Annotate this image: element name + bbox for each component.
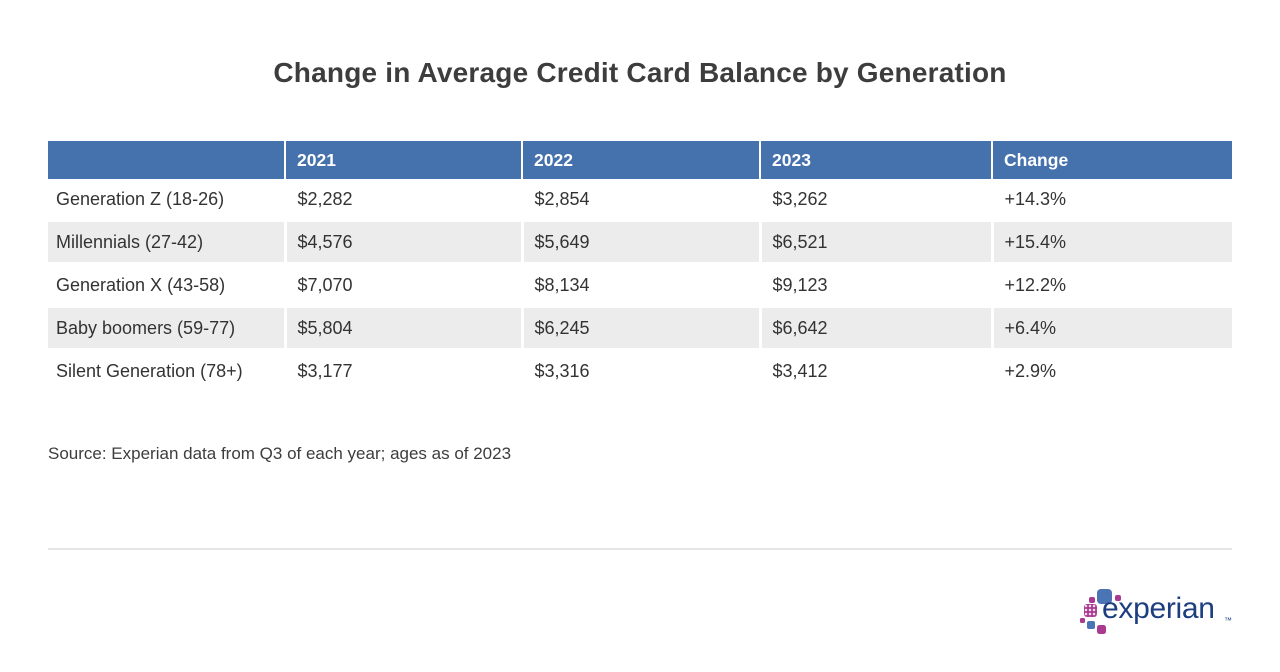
experian-logo-text: experian (1102, 592, 1215, 625)
row-label: Generation X (43-58) (48, 263, 285, 307)
table-row: Generation X (43-58) $7,070 $8,134 $9,12… (48, 263, 1232, 307)
row-label: Silent Generation (78+) (48, 349, 285, 391)
cell-2022: $3,316 (520, 349, 760, 391)
divider-line (48, 548, 1232, 550)
cell-change: +15.4% (990, 219, 1232, 265)
cell-2021: $2,282 (283, 179, 522, 221)
cell-2023: $9,123 (758, 263, 992, 307)
cell-change: +2.9% (990, 349, 1232, 391)
experian-logo: experian ™ (1078, 584, 1232, 639)
column-header-empty (48, 141, 285, 179)
logo-dot-icon (1087, 621, 1095, 629)
logo-dot-icon (1115, 595, 1121, 601)
trademark-symbol: ™ (1224, 616, 1232, 625)
cell-2023: $6,521 (758, 219, 992, 265)
cell-2023: $3,262 (758, 179, 992, 221)
logo-dot-icon (1097, 625, 1106, 634)
table-row: Silent Generation (78+) $3,177 $3,316 $3… (48, 349, 1232, 391)
column-header-2021: 2021 (284, 141, 522, 179)
credit-card-balance-table: 2021 2022 2023 Change Generation Z (18-2… (48, 141, 1232, 391)
column-header-change: Change (991, 141, 1232, 179)
cell-2022: $6,245 (520, 305, 760, 351)
cell-2022: $5,649 (520, 219, 760, 265)
cell-2023: $6,642 (758, 305, 992, 351)
cell-2023: $3,412 (758, 349, 992, 391)
cell-change: +12.2% (990, 263, 1232, 307)
cell-2022: $8,134 (520, 263, 760, 307)
logo-dot-icon (1097, 589, 1112, 604)
cell-change: +6.4% (990, 305, 1232, 351)
row-label: Millennials (27-42) (48, 219, 285, 265)
cell-change: +14.3% (990, 179, 1232, 221)
page: Change in Average Credit Card Balance by… (0, 56, 1280, 639)
table-row: Baby boomers (59-77) $5,804 $6,245 $6,64… (48, 305, 1232, 351)
cell-2021: $7,070 (283, 263, 522, 307)
column-header-2022: 2022 (521, 141, 760, 179)
cell-2021: $4,576 (283, 219, 522, 265)
source-note: Source: Experian data from Q3 of each ye… (48, 444, 512, 463)
cell-2022: $2,854 (520, 179, 760, 221)
logo-dot-icon (1089, 597, 1095, 603)
table-row: Generation Z (18-26) $2,282 $2,854 $3,26… (48, 179, 1232, 221)
column-header-2023: 2023 (759, 141, 992, 179)
footer: experian ™ (48, 584, 1232, 639)
row-label: Baby boomers (59-77) (48, 305, 285, 351)
logo-dot-icon (1084, 604, 1097, 617)
logo-dot-icon (1080, 618, 1085, 623)
table-row: Millennials (27-42) $4,576 $5,649 $6,521… (48, 219, 1232, 265)
cell-2021: $5,804 (283, 305, 522, 351)
row-label: Generation Z (18-26) (48, 179, 285, 221)
chart-title: Change in Average Credit Card Balance by… (273, 57, 1007, 88)
table-header-row: 2021 2022 2023 Change (48, 141, 1232, 179)
cell-2021: $3,177 (283, 349, 522, 391)
